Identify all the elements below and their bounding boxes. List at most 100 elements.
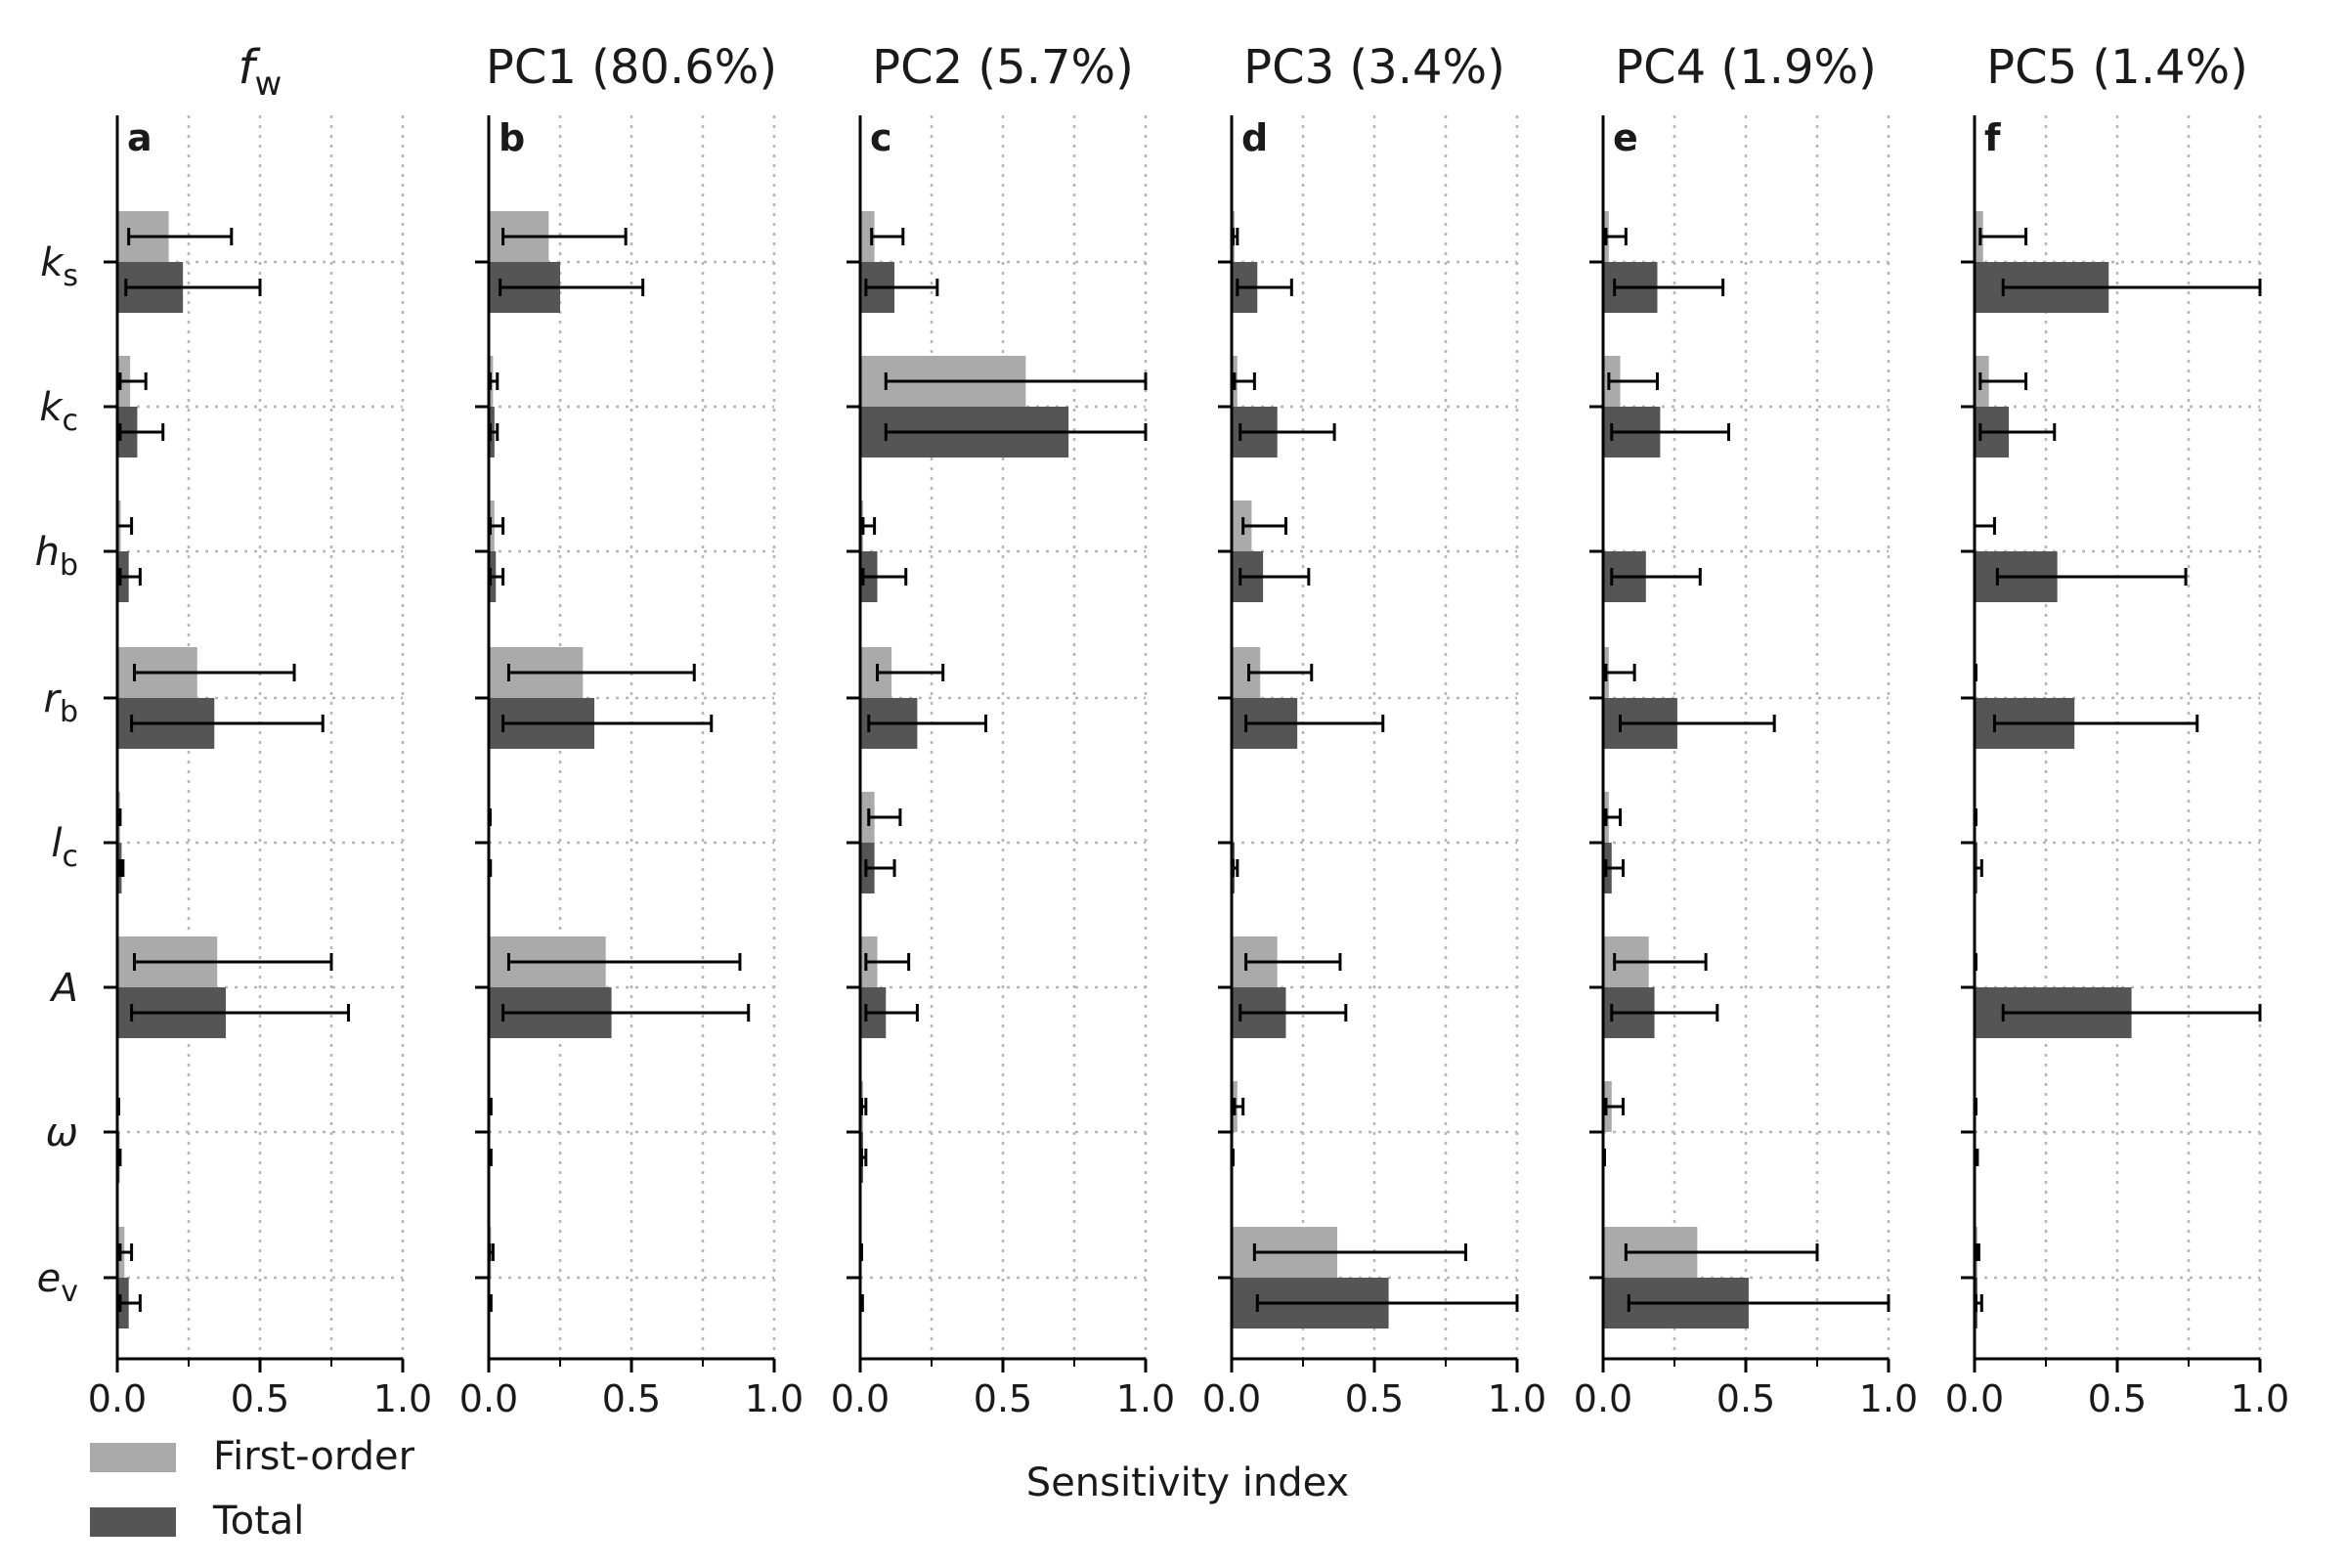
total-error-bar (867, 715, 987, 732)
first-order-error-bar (1607, 372, 1659, 390)
total-error-bar (130, 715, 325, 732)
panel-letter: b (499, 116, 525, 159)
x-tick-label: 0.5 (602, 1377, 661, 1420)
x-tick-label: 0.5 (2088, 1377, 2147, 1420)
parameter-subscript: v (61, 1275, 78, 1309)
total-error-bar (1238, 568, 1311, 586)
first-order-error-bar (1604, 664, 1636, 681)
first-order-error-bar (870, 228, 905, 245)
total-error-bar (2001, 1004, 2262, 1022)
first-order-error-bar (118, 1243, 134, 1261)
x-tick-label: 0.0 (1574, 1377, 1632, 1420)
first-order-error-bar (1241, 517, 1287, 535)
first-order-error-bar (861, 517, 877, 535)
first-order-error-bar (1604, 1098, 1625, 1115)
first-order-error-bar (1233, 1098, 1245, 1115)
legend-swatch (90, 1507, 176, 1537)
total-error-bar (1610, 423, 1730, 441)
x-tick-label: 0.0 (88, 1377, 147, 1420)
first-order-error-bar (1624, 1243, 1819, 1261)
total-error-bar (501, 1004, 751, 1022)
total-error-bar (1238, 423, 1336, 441)
first-order-error-bar (1252, 1243, 1467, 1261)
x-tick-label: 0.0 (459, 1377, 518, 1420)
panel-letter: e (1613, 116, 1638, 159)
first-order-error-bar (864, 953, 911, 971)
first-order-error-bar (118, 372, 148, 390)
x-tick-label: 0.5 (231, 1377, 289, 1420)
panel-d: 0.0 0.5 1.0 d PC3 (3.4%) (1202, 40, 1546, 1420)
panel-e: 0.0 0.5 1.0 e PC4 (1.9%) (1574, 40, 1918, 1420)
panel-title: PC3 (3.4%) (1243, 40, 1505, 95)
total-error-bar (884, 423, 1148, 441)
total-error-bar (1995, 568, 2188, 586)
first-order-error-bar (1233, 372, 1256, 390)
panel-title: PC1 (80.6%) (486, 40, 777, 95)
legend-swatch (90, 1443, 176, 1472)
x-tick-label: 1.0 (373, 1377, 432, 1420)
total-error-bar (130, 1004, 351, 1022)
first-order-error-bar (133, 953, 333, 971)
total-error-bar (118, 859, 125, 877)
total-error-bar (118, 423, 165, 441)
total-error-bar (1238, 1004, 1348, 1022)
panel-letter: d (1241, 116, 1268, 159)
first-order-error-bar (1978, 372, 2028, 390)
x-tick-label: 1.0 (745, 1377, 804, 1420)
x-tick-label: 1.0 (1116, 1377, 1175, 1420)
first-order-error-bar (1247, 664, 1314, 681)
legend-label: First-order (213, 1434, 415, 1479)
panel-f: 0.0 0.5 1.0 f PC5 (1.4%) (1945, 40, 2289, 1420)
total-error-bar (1613, 279, 1725, 296)
first-order-error-bar (876, 664, 945, 681)
x-tick-label: 1.0 (2231, 1377, 2289, 1420)
first-order-bar (860, 211, 875, 262)
panel-title: PC5 (1.4%) (1986, 40, 2248, 95)
panel-b: 0.0 0.5 1.0 b PC1 (80.6%) (459, 40, 804, 1420)
panel-letter: c (870, 116, 892, 159)
total-error-bar (1619, 715, 1776, 732)
total-error-bar (1236, 279, 1293, 296)
total-error-bar (1992, 715, 2199, 732)
panels-group: 0.0 0.5 1.0 a f w 0.0 0.5 1.0 b PC1 (80.6%) 0.0 0.5 1… (88, 40, 2289, 1420)
total-error-bar (2001, 279, 2262, 296)
x-tick-label: 0.5 (974, 1377, 1032, 1420)
total-error-bar (1604, 859, 1625, 877)
total-error-bar (1610, 1004, 1719, 1022)
total-error-bar (864, 279, 939, 296)
x-tick-label: 1.0 (1488, 1377, 1546, 1420)
first-order-error-bar (1613, 953, 1708, 971)
panel-letter: f (1984, 116, 2001, 159)
x-tick-label: 0.5 (1716, 1377, 1775, 1420)
legend-label: Total (212, 1499, 304, 1544)
total-error-bar (864, 859, 896, 877)
first-order-error-bar (867, 808, 902, 826)
panel-title-subscript: w (255, 65, 282, 104)
total-error-bar (1978, 423, 2057, 441)
panel-letter: a (127, 116, 152, 159)
parameter-subscript: b (60, 695, 78, 729)
total-error-bar (118, 568, 142, 586)
total-error-bar (501, 715, 714, 732)
first-order-error-bar (1604, 808, 1623, 826)
total-error-bar (1255, 1294, 1519, 1312)
panel-title: PC4 (1.9%) (1615, 40, 1877, 95)
parameter-subscript: s (63, 259, 78, 293)
panel-c: 0.0 0.5 1.0 c PC2 (5.7%) (831, 40, 1175, 1420)
total-error-bar (1244, 715, 1385, 732)
total-error-bar (499, 279, 645, 296)
x-axis-label: Sensitivity index (1026, 1460, 1349, 1505)
parameter-label: ω (46, 1111, 79, 1155)
first-order-error-bar (506, 664, 696, 681)
x-tick-label: 0.0 (831, 1377, 890, 1420)
total-error-bar (116, 1149, 122, 1166)
total-error-bar (1627, 1294, 1890, 1312)
total-error-bar (1610, 568, 1702, 586)
first-order-error-bar (1244, 953, 1342, 971)
first-order-error-bar (506, 953, 742, 971)
first-order-error-bar (1978, 228, 2028, 245)
first-order-error-bar (1604, 228, 1628, 245)
